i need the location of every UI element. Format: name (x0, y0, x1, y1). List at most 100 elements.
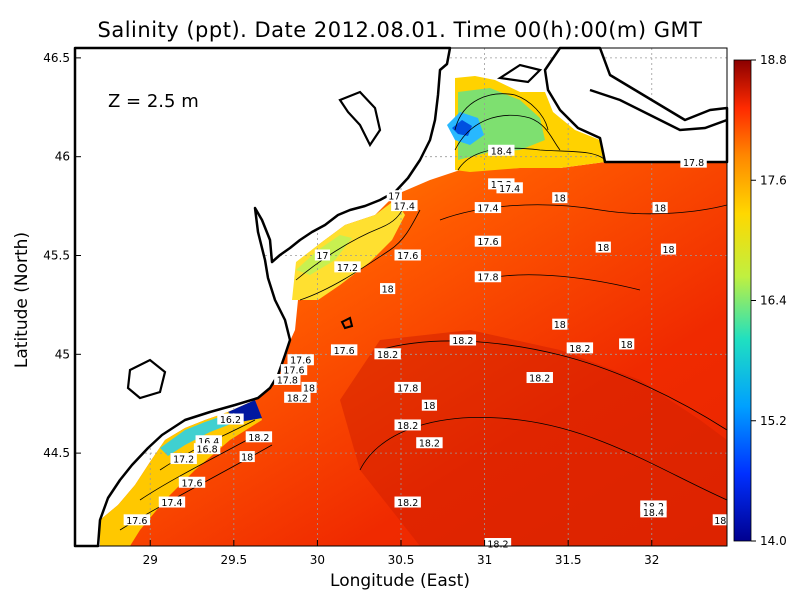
contour-label: 18.4 (640, 506, 667, 519)
contour-label-text: 18.2 (248, 433, 269, 444)
contour-label: 17.2 (170, 453, 197, 466)
lake-outline (126, 358, 167, 400)
contour-label-text: 18 (662, 245, 674, 256)
contour-label-box (274, 374, 301, 385)
colorbar-tick-label: 17.6 (760, 173, 787, 187)
contour-label: 17.6 (330, 344, 358, 357)
contour-label-box (421, 399, 438, 411)
contour-label-box (245, 431, 273, 443)
contour-label: 18 (652, 202, 668, 215)
contour-label: 17.4 (158, 496, 186, 509)
contour-label: 17.8 (274, 374, 301, 387)
contour-label: 18 (380, 283, 396, 296)
contour-label-text: 18.2 (569, 344, 590, 355)
lagoon-outline (338, 90, 382, 148)
colorbar-tick-label: 15.2 (760, 414, 787, 428)
contour-label-text: 18 (423, 401, 435, 412)
contour-label-text: 17.4 (394, 202, 415, 213)
contour-label: 18.4 (488, 144, 515, 157)
contour-label-box (488, 144, 515, 156)
contour-label: 16.4 (195, 435, 222, 448)
contour-label-text: 18.2 (487, 540, 508, 551)
contour-label: 17.8 (680, 156, 707, 169)
contour-label-box (566, 342, 594, 354)
contour-label-text: 18 (597, 243, 609, 254)
contour-label-text: 17.6 (283, 366, 304, 377)
contour-label: 17 (314, 249, 331, 262)
contour-label-box (287, 354, 314, 366)
contour-label-box (178, 476, 206, 488)
contour-label-text: 17.4 (477, 204, 498, 215)
contour-label: 18 (239, 451, 255, 464)
plume-west (292, 200, 405, 300)
contour-label: 17.6 (280, 364, 308, 377)
contour-label-text: 18 (554, 320, 566, 331)
contour-label: 17.4 (496, 182, 523, 195)
contour-label-box (652, 202, 668, 214)
island-outline (340, 316, 354, 330)
contour-label-box (680, 156, 707, 168)
map-field (100, 76, 727, 546)
x-axis-label: Longitude (East) (330, 571, 470, 591)
contour-label-text: 17.8 (683, 158, 704, 169)
contour-label: 16.2 (217, 413, 244, 426)
contour-label-box (386, 190, 402, 202)
contour-label: 17.4 (474, 202, 502, 215)
kinburn-outline (496, 63, 543, 84)
contour-label: 17.6 (178, 476, 206, 489)
contour-label: 18.2 (566, 342, 594, 355)
contour-label-text: 18 (554, 194, 566, 205)
contour-label: 17 (386, 190, 402, 203)
contour-label-box (314, 249, 331, 261)
contour-label: 18 (552, 318, 568, 331)
plume-north-inner (458, 88, 545, 160)
contour-label: 18.2 (374, 348, 401, 361)
contour-label-box (496, 182, 523, 194)
contour-label: 18 (712, 514, 728, 527)
colorbar-tick-label: 18.8 (760, 53, 787, 67)
contour-label: 16.8 (193, 443, 221, 456)
contour-label-text: 18.4 (491, 146, 512, 157)
contour-label-text: 18.2 (529, 374, 550, 385)
x-tick-label: 30.5 (388, 553, 415, 567)
contour-label: 18 (421, 399, 438, 412)
contour-label-text: 17.2 (337, 263, 358, 274)
contour-label: 18 (301, 381, 317, 394)
y-tick-label: 44.5 (43, 446, 70, 460)
contour-label-box (619, 338, 635, 350)
contour-label: 17.6 (123, 514, 151, 527)
contour-label: 18 (552, 192, 568, 205)
contour-label-box (195, 435, 222, 447)
contour-label-text: 17.6 (397, 251, 418, 262)
contour-label-box (640, 506, 667, 518)
contour-label-box (394, 249, 421, 261)
contour-label-text: 18.2 (419, 439, 440, 450)
x-tick-label: 30 (310, 553, 325, 567)
contour-label-text: 17 (388, 192, 400, 203)
contour-label-box (239, 451, 255, 463)
contour-label-text: 17.6 (477, 237, 498, 248)
chart-title: Salinity (ppt). Date 2012.08.01. Time 00… (97, 18, 703, 42)
contour-label-box (284, 391, 311, 403)
contour-label-box (280, 364, 308, 376)
contour-label-text: 17.4 (161, 498, 182, 509)
contour-label-text: 18.2 (377, 350, 398, 361)
contour-label-box (193, 443, 221, 455)
contour-label: 17.4 (391, 200, 418, 213)
contour-label-text: 18.2 (397, 498, 418, 509)
contour-label-box (123, 514, 151, 526)
contour-label-text: 17 (316, 251, 328, 262)
contour-label-text: 18 (241, 453, 253, 464)
contour-label-box (552, 192, 568, 204)
contour-label: 18.2 (526, 372, 553, 385)
contour-label: 18.2 (416, 437, 443, 450)
x-tick-label: 29.5 (220, 553, 247, 567)
contour-label: 18.2 (394, 419, 421, 432)
x-tick-label: 32 (644, 553, 659, 567)
contour-label-text: 16.2 (220, 415, 241, 426)
contour-label-text: 18.2 (397, 421, 418, 432)
contour-label-text: 18.2 (287, 393, 308, 404)
contour-label: 17.6 (287, 354, 314, 367)
y-axis-ticks: 44.5 45 45.5 46 46.5 (43, 51, 81, 460)
contour-label-box (712, 514, 728, 526)
